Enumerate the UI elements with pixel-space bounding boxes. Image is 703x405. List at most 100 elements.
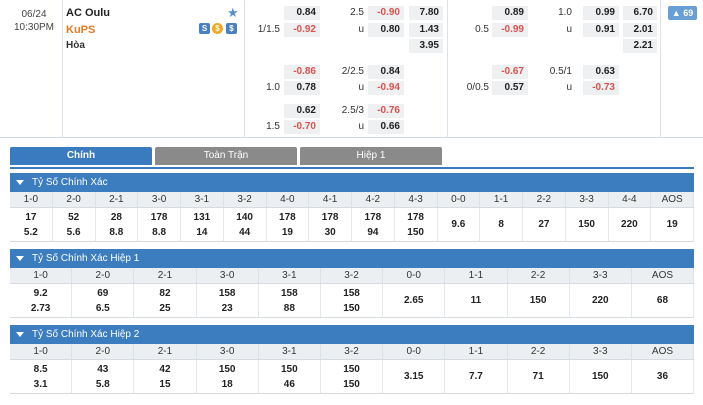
ou-under-odds[interactable]: -0.94	[368, 81, 404, 95]
full-time-odds[interactable]: 178	[150, 211, 168, 223]
score-odds-cell[interactable]: 8.5 3.1	[10, 360, 73, 393]
half-time-odds[interactable]: 15	[159, 378, 171, 390]
full-time-odds[interactable]: 178	[364, 211, 382, 223]
score-odds-cell[interactable]: 150 150	[321, 360, 384, 393]
half-time-odds[interactable]: 6.5	[95, 302, 110, 314]
half-time-odds[interactable]: 19	[281, 226, 293, 238]
full-time-odds[interactable]: 220	[591, 295, 609, 306]
coin-icon[interactable]: $	[212, 23, 223, 34]
collapse-caret-icon[interactable]	[16, 331, 24, 337]
score-odds-cell[interactable]: 178 30	[309, 208, 352, 241]
tab-full-match[interactable]: Toàn Trận	[155, 147, 297, 165]
ah-home-odds[interactable]: -0.86	[284, 65, 320, 79]
ah-home-odds[interactable]: 0.84	[284, 6, 320, 20]
full-time-odds[interactable]: 11	[470, 295, 482, 306]
full-time-odds[interactable]: 3.15	[403, 371, 424, 382]
full-time-odds[interactable]: 9.2	[33, 287, 48, 299]
score-odds-cell[interactable]: 150	[508, 284, 570, 317]
score-odds-cell[interactable]: 178 19	[267, 208, 310, 241]
full-time-odds[interactable]: 8.5	[33, 363, 48, 375]
full-time-odds[interactable]: 150	[281, 363, 298, 375]
full-time-odds[interactable]: 82	[159, 287, 171, 299]
score-odds-cell[interactable]: 140 44	[224, 208, 267, 241]
score-odds-cell[interactable]: 158 88	[259, 284, 321, 317]
x12-odds-h1[interactable]: 2.01	[623, 23, 657, 37]
full-time-odds[interactable]: 158	[281, 287, 298, 299]
score-odds-cell[interactable]: 2.65	[383, 284, 446, 317]
full-time-odds[interactable]: 150	[591, 371, 609, 382]
section-header[interactable]: Tỷ Số Chính Xác	[10, 172, 694, 192]
ou-over-odds[interactable]: 0.84	[368, 65, 404, 79]
full-time-odds[interactable]: 71	[532, 371, 544, 382]
half-time-odds[interactable]: 46	[283, 378, 295, 390]
full-time-odds[interactable]: 42	[159, 363, 171, 375]
ah-away-odds-h1[interactable]: 0.57	[492, 81, 528, 95]
score-odds-cell[interactable]: 69 6.5	[72, 284, 135, 317]
full-time-odds[interactable]: 150	[218, 363, 236, 375]
full-time-odds[interactable]: 7.7	[468, 371, 483, 382]
full-time-odds[interactable]: 17	[25, 211, 37, 223]
score-odds-cell[interactable]: 150	[566, 208, 609, 241]
half-time-odds[interactable]: 18	[221, 378, 233, 390]
more-markets-button[interactable]: ▲ 69	[668, 6, 697, 20]
section-header[interactable]: Tỷ Số Chính Xác Hiệp 2	[10, 324, 694, 344]
full-time-odds[interactable]: 43	[97, 363, 109, 375]
score-odds-cell[interactable]: 52 5.6	[53, 208, 96, 241]
ou-over-odds-h1[interactable]: 0.99	[583, 6, 619, 20]
away-team[interactable]: KuPS	[66, 24, 96, 36]
ou-under-odds-h1[interactable]: -0.73	[583, 81, 619, 95]
full-time-odds[interactable]: 178	[321, 211, 339, 223]
score-odds-cell[interactable]: 178 150	[395, 208, 438, 241]
ah-away-odds[interactable]: -0.92	[284, 23, 320, 37]
score-odds-cell[interactable]: 19	[651, 208, 694, 241]
full-time-odds[interactable]: 2.65	[403, 295, 424, 306]
score-odds-cell[interactable]: 150	[570, 360, 632, 393]
score-odds-cell[interactable]: 178 8.8	[138, 208, 181, 241]
tab-first-half[interactable]: Hiệp 1	[300, 147, 442, 165]
tab-main[interactable]: Chính	[10, 147, 152, 165]
half-time-odds[interactable]: 88	[283, 302, 295, 314]
full-time-odds[interactable]: 150	[578, 219, 595, 230]
full-time-odds[interactable]: 131	[193, 211, 211, 223]
half-time-odds[interactable]: 150	[343, 302, 360, 314]
ou-under-odds-h1[interactable]: 0.91	[583, 23, 619, 37]
score-odds-cell[interactable]: 43 5.8	[72, 360, 135, 393]
money-icon[interactable]: $	[226, 23, 237, 34]
ah-home-odds-h1[interactable]: 0.89	[492, 6, 528, 20]
score-odds-cell[interactable]: 36	[632, 360, 695, 393]
collapse-caret-icon[interactable]	[16, 255, 24, 261]
full-time-odds[interactable]: 69	[97, 287, 109, 299]
full-time-odds[interactable]: 28	[110, 211, 122, 223]
full-time-odds[interactable]: 178	[279, 211, 296, 223]
home-team[interactable]: AC Oulu	[66, 7, 110, 19]
ou-under-odds[interactable]: 0.80	[368, 23, 404, 37]
half-time-odds[interactable]: 8.8	[152, 226, 167, 238]
full-time-odds[interactable]: 158	[343, 287, 360, 299]
x12-odds[interactable]: 7.80	[409, 6, 443, 20]
full-time-odds[interactable]: 150	[529, 295, 547, 306]
ah-away-odds[interactable]: 0.78	[284, 81, 320, 95]
half-time-odds[interactable]: 5.6	[66, 226, 81, 238]
half-time-odds[interactable]: 5.2	[23, 226, 38, 238]
score-odds-cell[interactable]: 27	[523, 208, 566, 241]
score-odds-cell[interactable]: 82 25	[134, 284, 197, 317]
half-time-odds[interactable]: 8.8	[109, 226, 124, 238]
section-header[interactable]: Tỷ Số Chính Xác Hiệp 1	[10, 248, 694, 268]
score-odds-cell[interactable]: 8	[480, 208, 523, 241]
x12-odds[interactable]: 3.95	[409, 39, 443, 53]
score-odds-cell[interactable]: 9.6	[438, 208, 481, 241]
ah-away-odds-h1[interactable]: -0.99	[492, 23, 528, 37]
half-time-odds[interactable]: 5.8	[95, 378, 110, 390]
ah-home-odds-h1[interactable]: -0.67	[492, 65, 528, 79]
score-odds-cell[interactable]: 131 14	[181, 208, 224, 241]
score-odds-cell[interactable]: 158 150	[321, 284, 384, 317]
score-odds-cell[interactable]: 42 15	[134, 360, 197, 393]
ou-over-odds[interactable]: -0.90	[368, 6, 404, 20]
score-odds-cell[interactable]: 220	[570, 284, 632, 317]
score-odds-cell[interactable]: 71	[508, 360, 570, 393]
full-time-odds[interactable]: 178	[407, 211, 424, 223]
full-time-odds[interactable]: 220	[621, 219, 638, 230]
ou-over-odds-h1[interactable]: 0.63	[583, 65, 619, 79]
half-time-odds[interactable]: 25	[159, 302, 171, 314]
full-time-odds[interactable]: 68	[656, 295, 669, 306]
